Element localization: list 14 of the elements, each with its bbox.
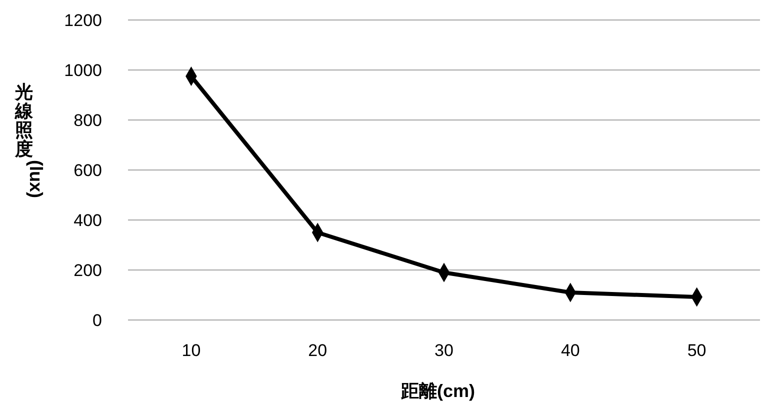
y-tick-label: 600 [74,160,102,180]
x-axis-title: 距離(cm) [400,381,476,401]
x-tick-label: 50 [687,341,706,360]
x-tick-label: 40 [560,341,580,360]
y-tick-label: 0 [92,310,102,330]
y-tick-label: 800 [74,110,102,130]
x-tick-label: 30 [434,341,454,360]
y-tick-label: 400 [74,210,102,230]
y-tick-label: 1200 [64,10,102,30]
y-axis-title: 光線照度(lux) [14,82,46,198]
x-tick-label: 10 [182,341,201,360]
y-tick-label: 200 [74,260,102,280]
y-tick-label: 1000 [64,60,102,80]
x-tick-label: 20 [308,341,328,360]
